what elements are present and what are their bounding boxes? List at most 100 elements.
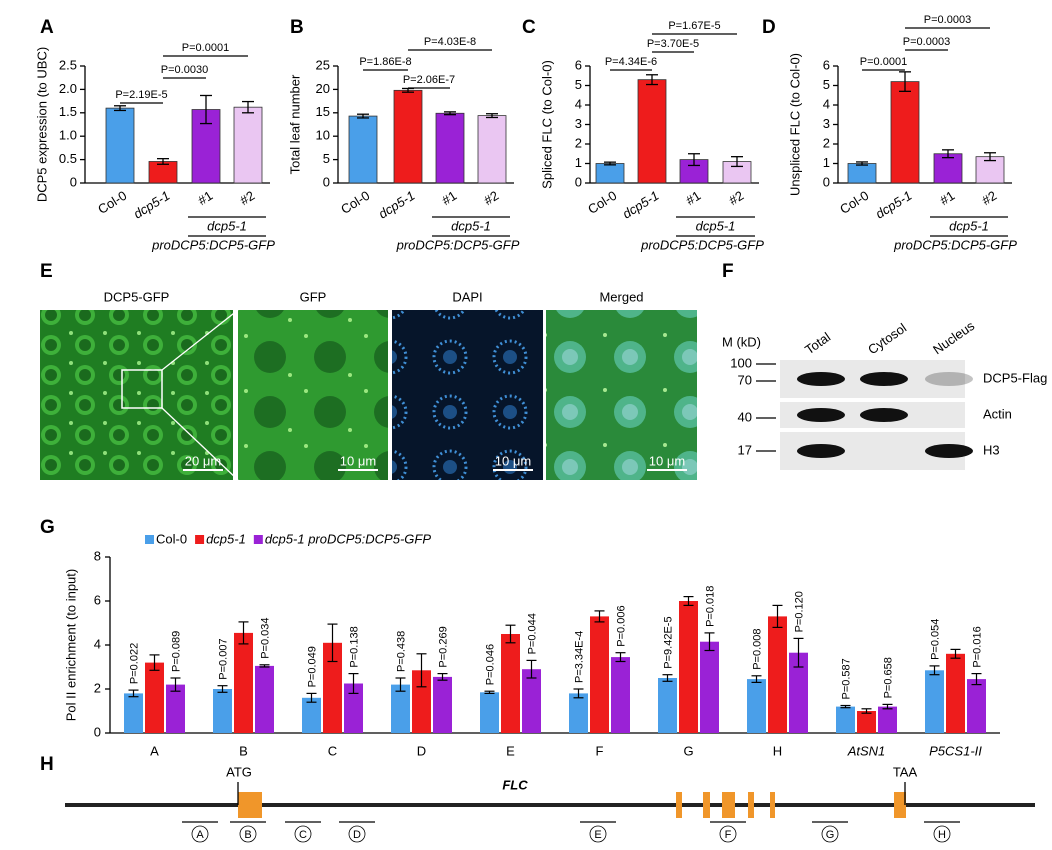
y-tick-label: 0	[70, 174, 77, 189]
region-circle	[719, 825, 737, 843]
x-tick-label: H	[773, 743, 782, 758]
x-tick-label: Col-0	[837, 188, 871, 217]
panel-label: B	[290, 17, 304, 38]
marker-label: 40	[738, 409, 752, 424]
p-value: P=0.0001	[860, 56, 907, 68]
bar	[145, 662, 164, 733]
x-tick-label: dcp5-1	[376, 188, 418, 222]
bar	[925, 670, 944, 733]
bar	[412, 670, 431, 733]
region-label: H	[938, 829, 946, 841]
region-label: A	[196, 829, 204, 841]
image-title: Merged	[599, 289, 643, 304]
p-value: P=0.0030	[161, 64, 208, 76]
p-value: P=4.34E-6	[605, 56, 657, 68]
region-label: E	[594, 829, 601, 841]
p-value: P=2.19E-5	[115, 89, 167, 101]
y-tick-label: 4	[94, 636, 101, 651]
legend-swatch	[145, 535, 154, 544]
error-bar	[971, 672, 982, 686]
p-value: P=0.0003	[924, 14, 971, 26]
p-value: P=0.006	[615, 605, 627, 646]
bar	[658, 678, 677, 733]
y-tick-label: 8	[94, 548, 101, 563]
marker-label: 70	[738, 372, 752, 387]
error-bar	[306, 692, 317, 703]
error-bar	[646, 74, 658, 86]
construct-label: proDCP5:DCP5-GFP	[151, 237, 275, 252]
bar	[946, 653, 965, 733]
p-value: P=9.42E-5	[662, 616, 674, 668]
x-tick-label: dcp5-1	[131, 188, 173, 222]
error-bar	[929, 665, 940, 676]
x-tick-label: #1	[439, 188, 459, 208]
micrograph	[40, 310, 233, 480]
region-label: G	[826, 829, 835, 841]
bar	[124, 693, 143, 733]
error-bar	[486, 113, 498, 119]
construct-label: proDCP5:DCP5-GFP	[396, 237, 520, 252]
blot-band	[925, 372, 973, 386]
bar	[590, 616, 609, 733]
error-bar	[751, 675, 762, 684]
error-bar	[704, 632, 715, 652]
bar	[700, 641, 719, 733]
y-tick-label: 1.5	[59, 104, 77, 119]
region-circle	[589, 825, 607, 843]
p-value: P=0.120	[793, 591, 805, 632]
group-label: dcp5-1	[696, 218, 736, 233]
y-axis-label: DCP5 expression (to UBC)	[34, 47, 49, 202]
x-tick-label: dcp5-1	[873, 188, 915, 222]
group-label: dcp5-1	[451, 218, 491, 233]
error-bar	[128, 689, 139, 698]
bar	[166, 684, 185, 733]
image-title: GFP	[300, 289, 327, 304]
error-bar	[348, 672, 359, 695]
x-tick-label: AtSN1	[847, 743, 886, 758]
error-bar	[357, 113, 369, 119]
x-tick-label: #2	[481, 188, 501, 208]
y-tick-label: 20	[316, 81, 330, 96]
scale-bar-label: 10 μm	[340, 453, 376, 468]
bar	[344, 683, 363, 733]
p-value: P=0.587	[840, 658, 852, 699]
scale-bar-label: 20 μm	[185, 453, 221, 468]
y-tick-label: 0	[823, 174, 830, 189]
micrograph	[238, 310, 388, 480]
blot-band	[860, 372, 908, 386]
x-tick-label: P5CS1-II	[929, 743, 982, 758]
y-tick-label: 1.0	[59, 128, 77, 143]
p-value: P=0.138	[348, 626, 360, 667]
error-bar	[149, 654, 160, 671]
p-value: P=0.269	[437, 626, 449, 667]
error-bar	[772, 604, 783, 629]
y-axis-label: Spliced FLC (to Col-0)	[539, 60, 554, 189]
p-value: P=0.008	[751, 629, 763, 670]
x-tick-label: #1	[683, 188, 703, 208]
exon	[676, 792, 682, 818]
region-circle	[191, 825, 209, 843]
x-tick-label: E	[506, 743, 515, 758]
error-bar	[942, 149, 954, 159]
bar	[323, 642, 342, 733]
p-value: P=0.044	[526, 613, 538, 654]
p-value: P=0.0003	[903, 36, 950, 48]
p-value: P=1.86E-8	[359, 56, 411, 68]
p-value: P=0.438	[395, 631, 407, 672]
stop-codon: TAA	[893, 764, 918, 779]
error-bar	[615, 652, 626, 663]
error-bar	[484, 690, 495, 695]
bar	[847, 163, 877, 184]
error-bar	[200, 94, 212, 125]
y-tick-label: 4	[823, 96, 830, 111]
region-label: D	[353, 829, 361, 841]
x-tick-label: dcp5-1	[620, 188, 662, 222]
y-tick-label: 2.0	[59, 81, 77, 96]
zoom-line	[161, 309, 239, 371]
error-bar	[861, 708, 872, 714]
construct-label: proDCP5:DCP5-GFP	[640, 237, 764, 252]
bar	[433, 676, 452, 733]
bar	[611, 657, 630, 733]
x-tick-label: C	[328, 743, 337, 758]
p-value: P=0.089	[170, 631, 182, 672]
